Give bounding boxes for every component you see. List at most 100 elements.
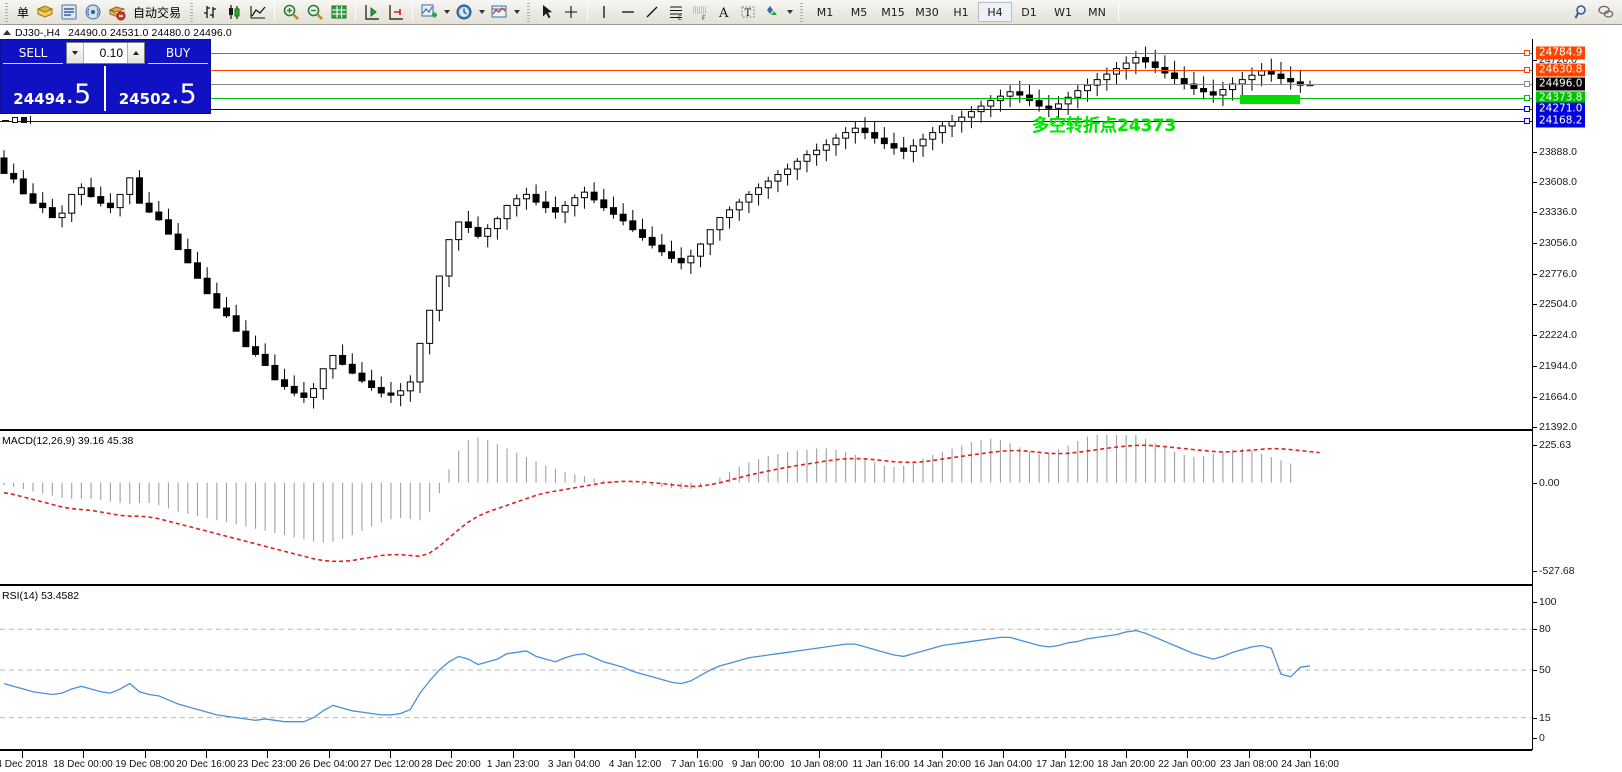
price-line-24784.9[interactable] [0, 52, 1532, 54]
shapes-icon[interactable] [760, 1, 784, 23]
channel-icon[interactable]: F [688, 1, 712, 23]
price-scale-column[interactable]: 24720.0 23888.0 23608.0 23336.0 23056.0 22776… [1533, 39, 1622, 750]
bar-chart-icon[interactable] [198, 1, 222, 23]
wallet-icon[interactable] [33, 1, 57, 23]
rsi-tick-label: 80 [1539, 623, 1551, 636]
time-tick-mark [697, 751, 698, 758]
volume-input[interactable]: 0.10 [99, 46, 123, 60]
timeframe-m30[interactable]: M30 [915, 5, 939, 19]
chart-annotation-text[interactable]: 多空转折点24373 [1032, 116, 1177, 136]
time-tick-mark [1187, 751, 1188, 758]
rsi-tick-mark [1533, 602, 1537, 603]
volume-stepper[interactable]: 0.10 [66, 42, 145, 64]
price-line-handle[interactable] [1524, 49, 1530, 56]
price-tag-24630.8[interactable]: 24630.8 [1536, 63, 1586, 77]
indicators-icon[interactable] [417, 1, 441, 23]
time-tick-label: 7 Jan 16:00 [670, 759, 724, 770]
price-tag-24373.8[interactable]: 24373.8 [1536, 91, 1586, 105]
price-scale-axis [1532, 39, 1533, 750]
buy-button[interactable]: BUY [148, 42, 208, 64]
fibo-icon[interactable]: E [664, 1, 688, 23]
time-tick-label: 4 Dec 2018 [0, 759, 48, 770]
price-line-24168.2[interactable] [0, 120, 1532, 122]
toolbar-grip-4[interactable] [798, 2, 806, 22]
rsi-pane[interactable]: RSI(14) 53.4582 [0, 590, 1532, 750]
trade-panel-prices-row: 24494 .5 24502 .5 [1, 66, 210, 111]
toolbar-separator-2 [355, 3, 357, 21]
time-tick-label: 1 Jan 23:00 [486, 759, 540, 770]
zoom-in-icon[interactable] [279, 1, 303, 23]
time-axis[interactable]: 4 Dec 2018 18 Dec 00:00 19 Dec 08:00 20 Dec… [0, 750, 1532, 772]
price-line-24630.8[interactable] [0, 69, 1532, 71]
zoom-out-icon[interactable] [303, 1, 327, 23]
candlestick-chart-icon[interactable] [222, 1, 246, 23]
time-tick-mark [819, 751, 820, 758]
timeframe-h1[interactable]: H1 [953, 5, 969, 19]
price-line-handle[interactable] [1524, 117, 1530, 124]
trendline-icon[interactable] [640, 1, 664, 23]
time-tick-label: 17 Jan 12:00 [1036, 759, 1094, 770]
sell-button[interactable]: SELL [3, 42, 63, 64]
timeframe-h4[interactable]: H4 [978, 2, 1013, 22]
price-tick-mark [1533, 396, 1537, 398]
chart-object-markers[interactable] [2, 116, 31, 124]
price-tag-24168.2[interactable]: 24168.2 [1536, 114, 1586, 128]
price-tick-mark [1533, 335, 1537, 337]
collapse-triangle-icon[interactable] [3, 30, 11, 35]
volume-increase-icon[interactable] [127, 43, 144, 63]
price-line-handle[interactable] [1524, 66, 1530, 73]
timeframe-m1[interactable]: M1 [816, 5, 834, 19]
auto-trading-label[interactable]: 自动交易 [133, 5, 182, 20]
toolbar-grip-2[interactable] [188, 2, 196, 22]
vertical-line-icon[interactable] [592, 1, 616, 23]
templates-icon[interactable] [487, 1, 511, 23]
grid-icon[interactable] [327, 1, 351, 23]
chart-shift-icon[interactable] [384, 1, 408, 23]
signal-icon[interactable] [81, 1, 105, 23]
timeframe-m5[interactable]: M5 [850, 5, 868, 19]
price-line-handle[interactable] [1524, 81, 1530, 88]
data-window-icon[interactable] [57, 1, 81, 23]
chart-canvas-area[interactable]: MACD(12,26,9) 39.16 45.38 RSI(14) 53.458… [0, 39, 1622, 772]
price-line-handle[interactable] [1524, 94, 1530, 101]
crosshair-icon[interactable] [559, 1, 583, 23]
timeframe-d1[interactable]: D1 [1021, 5, 1037, 19]
templates-dropdown-caret[interactable] [511, 1, 522, 23]
time-tick-mark [635, 751, 636, 758]
price-line-handle[interactable] [1524, 106, 1530, 113]
rsi-tick-label: 0 [1539, 732, 1545, 744]
cursor-icon[interactable] [535, 1, 559, 23]
price-line-24373.8[interactable] [0, 97, 1532, 99]
price-tag-24784.9[interactable]: 24784.9 [1536, 46, 1586, 60]
price-tag-24271.0[interactable]: 24271.0 [1536, 102, 1586, 116]
price-line-24271.0[interactable] [0, 109, 1532, 111]
chat-icon[interactable] [1594, 1, 1618, 23]
price-line-24496.0[interactable] [0, 84, 1532, 86]
text-label-icon[interactable]: T [736, 1, 760, 23]
one-click-trading-panel[interactable]: SELL 0.10 BUY 24494 .5 24502 .5 [0, 39, 211, 114]
autoscroll-icon[interactable] [360, 1, 384, 23]
indicators-dropdown-caret[interactable] [441, 1, 452, 23]
line-chart-icon[interactable] [246, 1, 270, 23]
text-icon[interactable]: A [712, 1, 736, 23]
svg-text:T: T [745, 8, 752, 19]
search-icon[interactable] [1570, 1, 1594, 23]
macd-pane[interactable]: MACD(12,26,9) 39.16 45.38 [0, 435, 1532, 583]
buy-price[interactable]: 24502 .5 [106, 66, 211, 111]
price-tag-24496.0[interactable]: 24496.0 [1536, 77, 1586, 91]
timeframe-w1[interactable]: W1 [1054, 5, 1072, 19]
volume-decrease-icon[interactable] [67, 43, 84, 63]
toolbar-grip[interactable] [3, 2, 10, 22]
clock-icon[interactable] [452, 1, 476, 23]
period-dropdown-caret[interactable] [476, 1, 487, 23]
algo-trading-icon[interactable] [105, 1, 129, 23]
time-tick-label: 27 Dec 12:00 [360, 759, 420, 770]
timeframe-m15[interactable]: M15 [881, 5, 905, 19]
price-pane[interactable] [0, 39, 1532, 431]
toolbar-grip-3[interactable] [525, 2, 533, 22]
shapes-dropdown-caret[interactable] [784, 1, 795, 23]
sell-price[interactable]: 24494 .5 [1, 66, 106, 111]
new-order-label[interactable]: 单 [17, 5, 30, 20]
timeframe-mn[interactable]: MN [1088, 5, 1106, 19]
horizontal-line-icon[interactable] [616, 1, 640, 23]
